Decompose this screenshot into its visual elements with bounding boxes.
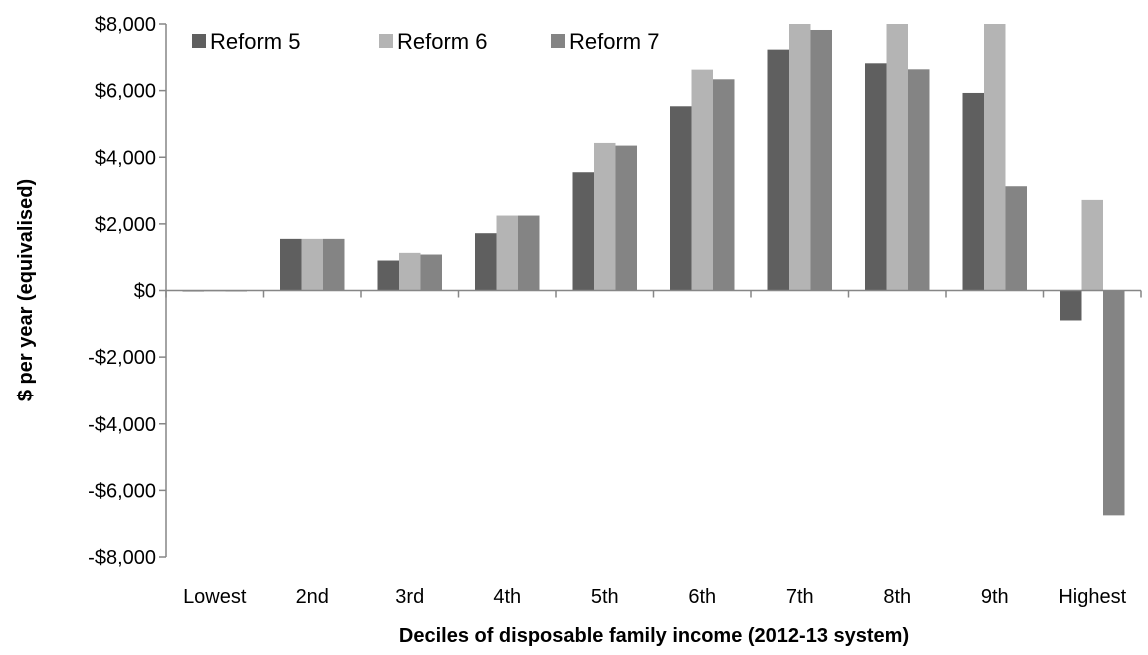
bar-3-4th	[518, 215, 540, 291]
x-tick-label: 5th	[591, 586, 619, 608]
y-tick-label: -$8,000	[88, 547, 156, 569]
x-tick-label: 8th	[883, 586, 911, 608]
bar-2-highest	[1081, 199, 1103, 291]
bar-2-4th	[496, 215, 518, 291]
x-tick-label: 3rd	[395, 586, 424, 608]
x-tick-label: 9th	[981, 586, 1009, 608]
y-tick-label: -$6,000	[88, 480, 156, 502]
bar-3-6th	[713, 79, 735, 291]
bar-1-7th	[767, 49, 789, 291]
x-tick-label: 2nd	[296, 586, 329, 608]
bar-1-6th	[670, 106, 692, 291]
x-tick-label: 4th	[493, 586, 521, 608]
x-axis-title: Deciles of disposable family income (201…	[399, 625, 909, 647]
x-tick-label: Highest	[1058, 586, 1126, 608]
bar-1-4th	[475, 233, 497, 291]
bar-3-9th	[1005, 186, 1027, 291]
bar-3-2nd	[323, 238, 345, 291]
bar-3-highest	[1103, 290, 1125, 516]
bar-1-5th	[572, 172, 594, 291]
x-tick-label: Lowest	[183, 586, 247, 608]
y-tick-label: $6,000	[95, 81, 156, 103]
bar-3-8th	[908, 69, 930, 291]
bar-2-2nd	[301, 238, 323, 291]
x-ticks-group: Lowest 2nd 3rd 4th 5th 6th 7th 8th 9th Highest	[165, 290, 1142, 608]
bar-1-3rd	[377, 260, 399, 291]
bar-2-3rd	[399, 252, 421, 291]
bar-3-7th	[810, 29, 832, 291]
y-tick-label: $4,000	[95, 147, 156, 169]
y-tick-label: -$4,000	[88, 414, 156, 436]
bar-1-highest	[1060, 290, 1082, 321]
bar-3-5th	[615, 145, 637, 291]
y-tick-label: $2,000	[95, 214, 156, 236]
bar-1-9th	[962, 92, 984, 291]
legend: Reform 5 Reform 6 Reform 7	[192, 29, 659, 54]
bar-3-3rd	[420, 254, 442, 291]
y-axis-title: $ per year (equivalised)	[15, 179, 37, 401]
y-tick-label: -$2,000	[88, 347, 156, 369]
legend-label-2: Reform 6	[397, 29, 487, 54]
bar-2-9th	[984, 24, 1006, 291]
legend-swatch-3	[551, 34, 565, 48]
x-tick-label: 6th	[688, 586, 716, 608]
legend-label-1: Reform 5	[210, 29, 300, 54]
y-ticks-group: -$8,000 -$6,000 -$4,000 -$2,000 $0 $2,000 $4,0…	[88, 14, 166, 569]
bar-2-5th	[594, 142, 616, 291]
bars-group	[182, 24, 1125, 516]
bar-1-2nd	[280, 238, 302, 291]
bar-2-7th	[789, 24, 811, 291]
x-tick-label: 7th	[786, 586, 814, 608]
bar-2-6th	[691, 69, 713, 291]
y-tick-label: $0	[134, 281, 156, 303]
bar-1-8th	[865, 63, 887, 291]
legend-swatch-2	[379, 34, 393, 48]
y-tick-label: $8,000	[95, 14, 156, 36]
bar-2-8th	[886, 24, 908, 291]
legend-label-3: Reform 7	[569, 29, 659, 54]
legend-swatch-1	[192, 34, 206, 48]
